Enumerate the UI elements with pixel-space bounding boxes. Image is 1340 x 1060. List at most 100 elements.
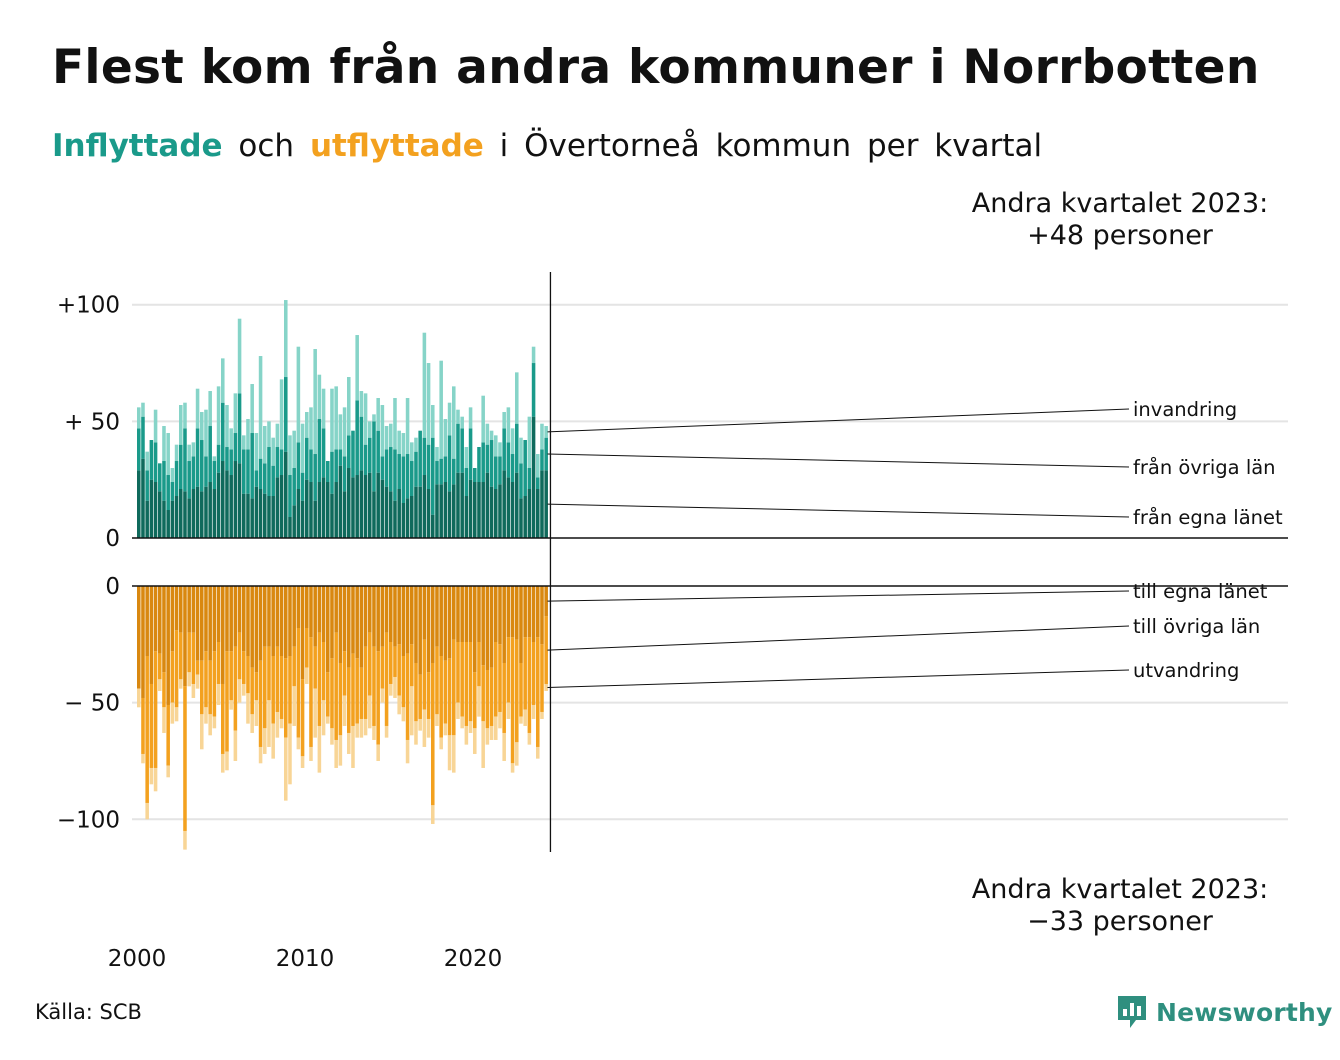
bar-out-segment <box>204 586 208 652</box>
bar-in-segment <box>355 400 359 476</box>
bar-out-segment <box>389 641 393 684</box>
bar-in-segment <box>149 440 154 480</box>
bar-in-segment <box>418 486 422 538</box>
bar-out-segment <box>389 683 393 696</box>
bar-in-segment <box>447 491 452 538</box>
bar-out-segment <box>305 627 309 668</box>
bar-in-segment <box>531 346 536 364</box>
bar-out-segment <box>410 586 414 645</box>
bar-out-segment <box>363 646 368 719</box>
bar-in-segment <box>191 489 196 538</box>
bar-in-segment <box>498 456 502 485</box>
bar-in-segment <box>179 444 183 490</box>
bar-out-segment <box>191 683 196 698</box>
bar-out-segment <box>405 586 410 654</box>
bar-out-segment <box>191 632 196 684</box>
bar-out-segment <box>494 716 498 740</box>
bar-in-segment <box>246 493 250 538</box>
bar-in-segment <box>485 423 490 445</box>
bar-in-segment <box>271 437 275 466</box>
bar-in-segment <box>540 449 544 471</box>
bar-in-segment <box>494 489 498 538</box>
bar-in-segment <box>523 440 527 497</box>
bar-out-segment <box>258 746 263 764</box>
bar-in-segment <box>410 442 414 462</box>
bar-out-segment <box>519 662 523 717</box>
bar-out-segment <box>494 641 498 717</box>
bar-in-segment <box>473 482 477 538</box>
bar-in-segment <box>141 416 145 459</box>
bar-out-segment <box>498 586 502 645</box>
bar-out-segment <box>372 646 376 726</box>
bar-in-segment <box>221 402 225 462</box>
bar-in-segment <box>515 472 519 538</box>
bar-in-segment <box>540 470 544 538</box>
bar-out-segment <box>502 586 506 663</box>
series-leader <box>547 590 1130 602</box>
bar-out-segment <box>464 586 469 642</box>
bar-in-segment <box>183 428 187 492</box>
bar-in-segment <box>347 377 351 436</box>
bar-in-segment <box>489 440 494 487</box>
bar-in-segment <box>195 388 200 429</box>
bar-in-segment <box>292 468 296 506</box>
bar-in-segment <box>296 489 301 538</box>
bar-in-segment <box>456 409 460 424</box>
bar-in-segment <box>267 421 271 448</box>
bar-out-segment <box>183 686 187 831</box>
bar-in-segment <box>250 384 254 434</box>
chart-subtitle: Inflyttade och utflyttade i Övertorneå k… <box>52 128 1042 164</box>
bar-in-segment <box>460 416 464 429</box>
bar-out-segment <box>321 641 326 701</box>
bar-in-segment <box>531 363 536 417</box>
bar-in-segment <box>510 454 515 483</box>
bar-in-segment <box>330 493 334 538</box>
bar-out-segment <box>162 672 166 708</box>
bar-in-segment <box>221 461 225 538</box>
grid-lines <box>132 303 1288 821</box>
bar-in-segment <box>288 435 292 476</box>
series-label-out: till övriga län <box>1133 615 1260 638</box>
bar-in-segment <box>397 454 401 490</box>
bar-in-segment <box>321 477 326 538</box>
bar-out-segment <box>263 586 267 647</box>
bar-out-segment <box>216 683 221 705</box>
bar-in-segment <box>271 465 275 497</box>
bar-in-segment <box>468 479 473 538</box>
bar-out-segment <box>162 586 166 673</box>
bar-in-segment <box>246 449 250 494</box>
bar-in-segment <box>405 398 410 455</box>
x-tick-label: 2020 <box>444 946 503 972</box>
bar-out-segment <box>271 723 275 759</box>
bar-in-segment <box>292 505 296 538</box>
bar-in-segment <box>426 444 431 490</box>
bar-out-segment <box>212 586 217 652</box>
bar-out-segment <box>443 723 448 736</box>
bar-in-segment <box>204 456 208 487</box>
bar-in-segment <box>166 433 170 476</box>
bar-out-segment <box>468 641 473 722</box>
bar-in-segment <box>405 498 410 538</box>
bar-out-segment <box>216 586 221 642</box>
bar-in-segment <box>468 407 473 429</box>
bar-out-segment <box>368 695 372 729</box>
bar-out-segment <box>216 641 221 684</box>
bar-out-segment <box>384 586 389 633</box>
bar-out-segment <box>233 646 238 731</box>
bar-in-segment <box>187 444 191 462</box>
bar-out-segment <box>401 655 406 708</box>
bar-out-segment <box>141 586 145 698</box>
bar-out-segment <box>418 586 422 675</box>
bar-out-segment <box>275 586 280 647</box>
bar-in-segment <box>158 463 162 492</box>
bar-out-segment <box>510 763 515 773</box>
bar-out-segment <box>502 732 506 761</box>
bar-in-segment <box>502 470 506 538</box>
bar-in-segment <box>162 461 166 501</box>
bar-out-segment <box>166 765 170 778</box>
bar-in-segment <box>431 405 435 438</box>
bar-in-segment <box>267 447 271 497</box>
axes <box>132 272 1288 852</box>
bar-out-segment <box>380 586 385 647</box>
bar-in-segment <box>464 447 469 469</box>
